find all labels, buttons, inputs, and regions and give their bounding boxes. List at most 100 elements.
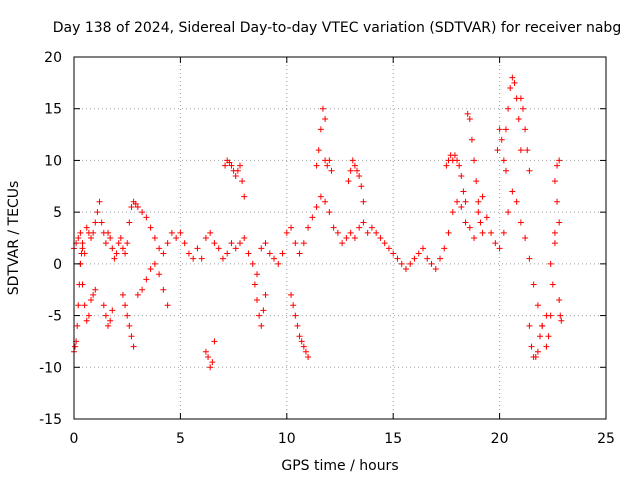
data-point	[271, 255, 278, 262]
data-point	[151, 260, 158, 267]
data-point	[330, 224, 337, 231]
data-point	[181, 240, 188, 247]
data-point	[147, 224, 154, 231]
data-point	[215, 245, 222, 252]
data-point	[322, 198, 329, 205]
data-point	[494, 147, 501, 154]
data-point	[241, 193, 248, 200]
data-point	[85, 312, 92, 319]
data-point	[509, 74, 516, 81]
data-point	[173, 235, 180, 241]
data-point	[558, 317, 565, 324]
data-point	[381, 240, 388, 247]
data-point	[275, 260, 282, 267]
data-point	[471, 235, 478, 241]
data-point	[190, 255, 197, 262]
data-point	[551, 178, 558, 185]
y-tick-label: -5	[48, 309, 62, 325]
data-point	[549, 281, 556, 288]
data-point	[349, 157, 356, 164]
data-point	[202, 348, 209, 355]
data-point	[294, 322, 301, 329]
data-point	[124, 312, 131, 319]
data-point	[288, 291, 295, 298]
data-point	[354, 167, 361, 174]
data-point	[224, 250, 231, 257]
data-point	[83, 224, 90, 231]
data-point	[290, 302, 297, 309]
data-point	[324, 162, 331, 169]
data-point	[445, 229, 452, 236]
data-point	[222, 162, 229, 169]
data-point	[517, 219, 524, 226]
data-point	[398, 260, 405, 267]
data-point	[156, 271, 163, 278]
data-point	[205, 353, 212, 360]
data-point	[156, 245, 163, 252]
plot-frame	[73, 56, 607, 420]
data-point	[347, 167, 354, 174]
data-point	[226, 159, 233, 166]
data-point	[454, 157, 461, 164]
data-point	[458, 203, 465, 210]
data-point	[202, 235, 209, 241]
data-point	[360, 198, 367, 205]
data-point	[113, 250, 120, 257]
data-point	[547, 312, 554, 319]
data-point	[132, 200, 139, 207]
data-point	[88, 297, 95, 304]
data-point	[534, 302, 541, 309]
data-point	[351, 162, 358, 169]
data-point	[451, 152, 458, 159]
x-tick-label: 15	[384, 431, 402, 447]
data-point	[134, 203, 141, 210]
data-point	[466, 116, 473, 123]
data-point	[164, 240, 171, 247]
data-point	[98, 219, 105, 226]
data-point	[109, 307, 116, 314]
data-point	[556, 297, 563, 304]
data-point	[207, 364, 214, 371]
data-point	[407, 260, 414, 267]
data-point	[260, 307, 267, 314]
data-point	[81, 302, 88, 309]
data-point	[211, 338, 218, 345]
data-point	[102, 312, 109, 319]
data-point	[119, 245, 126, 252]
x-tick-label: 0	[70, 431, 79, 447]
data-point	[539, 322, 546, 329]
data-point	[119, 291, 126, 298]
data-point	[292, 312, 299, 319]
data-point	[92, 219, 99, 226]
data-point	[79, 245, 86, 252]
data-point	[456, 162, 463, 169]
data-point	[505, 105, 512, 112]
data-point	[526, 322, 533, 329]
data-point	[126, 322, 133, 329]
data-point	[177, 229, 184, 236]
data-point	[219, 255, 226, 262]
data-point	[315, 147, 322, 154]
data-point	[390, 250, 397, 257]
data-point	[143, 214, 150, 221]
data-point	[245, 250, 252, 257]
data-point	[126, 219, 133, 226]
data-point	[415, 250, 422, 257]
y-tick-label: 10	[44, 153, 62, 169]
data-point	[500, 229, 507, 236]
data-point	[254, 297, 261, 304]
y-tick-label: -15	[39, 412, 62, 428]
data-point	[534, 348, 541, 355]
data-point	[475, 209, 482, 216]
data-point	[124, 240, 131, 247]
data-point	[313, 203, 320, 210]
data-point	[343, 235, 350, 241]
data-point	[437, 255, 444, 262]
data-point	[517, 95, 524, 102]
data-point	[185, 250, 192, 257]
data-point	[279, 250, 286, 257]
data-point	[88, 235, 95, 241]
data-point	[479, 193, 486, 200]
data-point	[296, 250, 303, 257]
data-point	[428, 260, 435, 267]
